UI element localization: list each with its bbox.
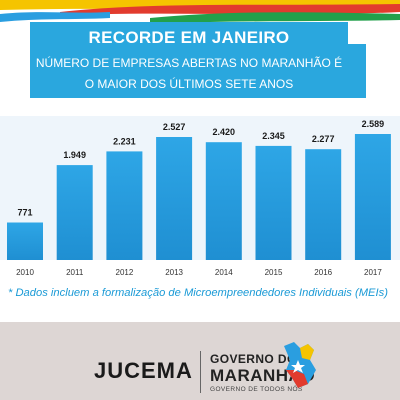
bar-2011 [56,165,93,260]
x-tick-label-2017: 2017 [364,268,382,277]
value-label-2017: 2.589 [362,119,385,129]
government-logo-tagline: GOVERNO DE TODOS NÓS [210,386,303,393]
bar-2014 [205,142,242,260]
bar-chart: 771 2010 1.949 2011 2.231 2012 2.527 2013 2.420 2… [0,108,400,283]
header-banner: RECORDE EM JANEIRO NÚMERO DE EMPRESAS AB… [30,22,348,98]
x-tick-label-2016: 2016 [314,268,332,277]
banner-tab [348,44,366,98]
banner-subtitle-line-1: NÚMERO DE EMPRESAS ABERTAS NO MARANHÃO É [35,56,343,70]
value-label-2012: 2.231 [113,136,136,146]
bar-2013 [156,137,193,260]
value-label-2014: 2.420 [213,127,236,137]
banner-subtitle-line-2: O MAIOR DOS ÚLTIMOS SETE ANOS [84,77,294,91]
bar-chart-svg: 771 2010 1.949 2011 2.231 2012 2.527 2013 2.420 2… [0,116,400,277]
value-label-2011: 1.949 [63,150,86,160]
bar-2016 [305,149,342,260]
bar-2017 [354,134,391,260]
footer-divider [200,351,201,393]
bar-2010 [7,222,43,260]
maranhao-map-icon [284,342,316,388]
x-tick-label-2012: 2012 [116,268,134,277]
bar-2012 [106,151,143,260]
value-label-2016: 2.277 [312,134,335,144]
bar-2015 [255,145,292,260]
x-tick-label-2015: 2015 [265,268,283,277]
x-tick-label-2010: 2010 [16,268,34,277]
jucema-logo: JUCEMA [94,358,193,383]
value-label-2010: 771 [17,208,32,218]
x-tick-label-2011: 2011 [66,268,84,277]
x-tick-label-2014: 2014 [215,268,233,277]
decorative-brush-strokes [0,0,400,24]
x-tick-label-2013: 2013 [165,268,183,277]
value-label-2013: 2.527 [163,122,186,132]
banner-title: RECORDE EM JANEIRO [88,28,290,47]
footnote: * Dados incluem a formalização de Microe… [8,287,388,299]
government-logo-line-1: GOVERNO DO [210,352,297,366]
value-label-2015: 2.345 [262,131,285,141]
